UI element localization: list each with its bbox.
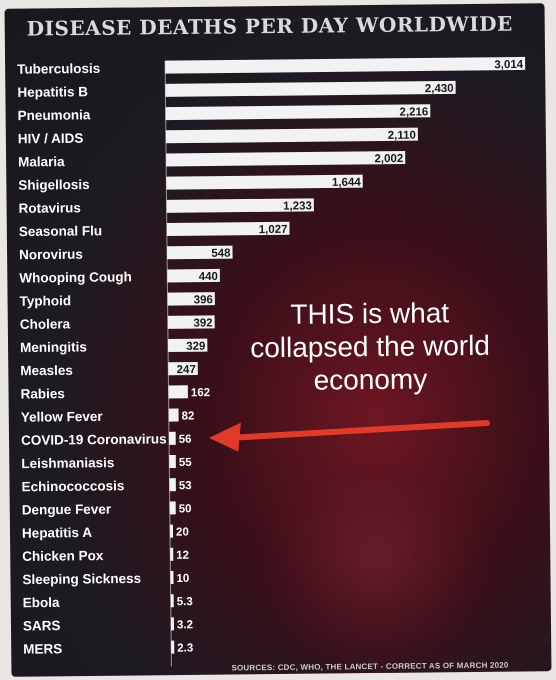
bar [165, 104, 431, 121]
value-label: 2,002 [374, 153, 403, 165]
category-label: Dengue Fever [22, 502, 112, 518]
bar [167, 245, 233, 260]
bar [165, 80, 456, 97]
category-label: MERS [23, 641, 62, 656]
bar [166, 198, 314, 213]
category-label: Shigellosis [18, 177, 89, 193]
value-label: 82 [182, 410, 195, 422]
value-label: 53 [179, 480, 192, 492]
bar [167, 338, 208, 353]
bar [167, 292, 215, 306]
annotation-line: collapsed the world [250, 329, 491, 364]
value-label: 10 [176, 573, 189, 585]
value-label: 247 [177, 364, 196, 376]
bar [166, 221, 290, 237]
value-label: 50 [179, 503, 192, 515]
category-label: Hepatitis A [22, 525, 92, 541]
bar [168, 408, 179, 422]
bar [168, 385, 188, 399]
bar [169, 501, 176, 515]
value-label: 396 [194, 294, 213, 306]
value-label: 3.2 [177, 619, 193, 631]
value-label: 1,644 [332, 177, 362, 189]
value-label: 2,430 [425, 83, 454, 95]
category-label: Whooping Cough [19, 269, 132, 285]
value-label: 440 [199, 271, 218, 283]
bar [165, 127, 418, 144]
bar [168, 431, 176, 445]
category-label: Pneumonia [18, 107, 91, 123]
value-label: 55 [179, 457, 193, 469]
annotation-line: THIS is what [290, 297, 450, 330]
bar [170, 571, 174, 585]
value-label: 392 [193, 317, 212, 329]
category-label: Cholera [20, 316, 71, 332]
value-label: 1,233 [283, 200, 312, 212]
category-label: Measles [20, 363, 73, 379]
category-label: Echinococcosis [21, 478, 124, 494]
bar [167, 268, 220, 283]
category-label: Tuberculosis [17, 61, 100, 77]
category-label: Typhoid [20, 293, 72, 309]
bar [170, 547, 174, 561]
bar-chart: Tuberculosis 3,014 Hepatitis B 2,430 Pneumon… [17, 56, 526, 667]
annotation-line: economy [313, 363, 428, 396]
bar [169, 478, 176, 492]
value-label: 56 [179, 434, 192, 446]
bar [171, 640, 175, 654]
category-label: Meningitis [20, 339, 87, 355]
category-label: Hepatitis B [17, 84, 88, 100]
value-label: 3,014 [494, 59, 524, 71]
bar [166, 150, 406, 167]
value-label: 2,216 [399, 106, 428, 118]
category-label: Rabies [20, 386, 64, 401]
bar [168, 361, 198, 376]
bar [167, 315, 215, 329]
bar [165, 56, 526, 74]
value-label: 329 [186, 341, 205, 353]
category-label: HIV / AIDS [18, 131, 84, 147]
category-label: Chicken Pox [22, 548, 104, 564]
category-label: Ebola [23, 595, 60, 610]
category-label: Seasonal Flu [19, 223, 102, 239]
category-label: Norovirus [19, 247, 83, 263]
category-label: SARS [23, 618, 61, 633]
category-label: COVID-19 Coronavirus [21, 431, 167, 448]
bar [170, 617, 175, 631]
value-label: 2.3 [177, 642, 193, 654]
annotation-text: THIS is what collapsed the world economy [220, 295, 521, 397]
value-label: 20 [176, 526, 189, 538]
category-label: Malaria [18, 154, 65, 169]
category-label: Leishmaniasis [21, 455, 114, 471]
bar [166, 174, 363, 190]
bar [170, 594, 174, 608]
category-label: Sleeping Sickness [22, 571, 141, 587]
infographic-card: DISEASE DEATHS PER DAY WORLDWIDE Tubercu… [4, 3, 552, 677]
category-label: Yellow Fever [21, 409, 104, 425]
arrow-head [209, 422, 241, 452]
value-label: 548 [211, 248, 231, 260]
value-label: 12 [176, 550, 189, 562]
bar [169, 454, 176, 469]
value-label: 162 [191, 387, 210, 399]
value-label: 2,110 [388, 130, 416, 142]
arrow-shaft [232, 420, 490, 441]
value-label: 1,027 [259, 224, 288, 236]
category-label: Rotavirus [19, 200, 81, 216]
bar [169, 524, 174, 538]
value-label: 5.3 [177, 596, 193, 608]
